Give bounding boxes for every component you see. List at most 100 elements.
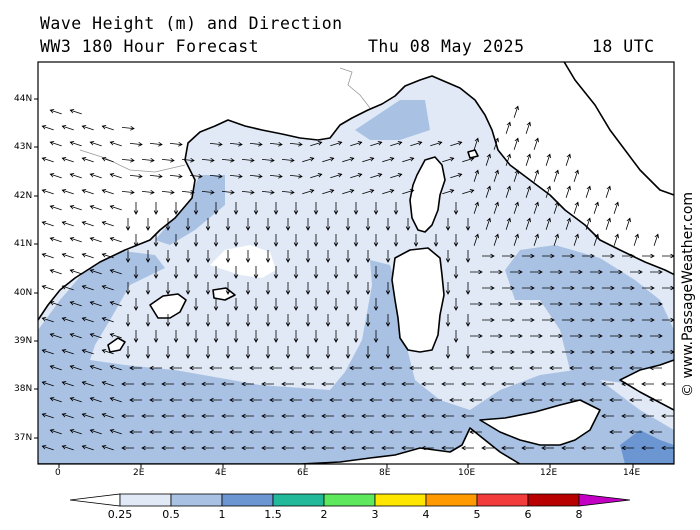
wave-arrow [61, 253, 74, 259]
colorbar-label-5: 5 [473, 508, 481, 521]
wave-arrow [393, 202, 399, 215]
wave-arrow [470, 301, 483, 307]
wave-arrow [510, 301, 523, 307]
wave-arrow [589, 397, 602, 403]
wave-arrow [630, 301, 643, 307]
wave-arrow [389, 365, 402, 371]
calabria-coast [619, 359, 674, 411]
wave-arrow [373, 234, 379, 247]
wave-arrow [209, 429, 222, 435]
wave-arrow [302, 157, 315, 163]
wave-arrow [649, 429, 662, 435]
wave-arrow [41, 381, 54, 387]
wave-arrow [653, 233, 659, 246]
wave-arrow [129, 365, 142, 371]
wave-arrow [325, 218, 331, 231]
wave-arrow [465, 250, 471, 263]
wave-arrow [469, 365, 482, 371]
wave-arrow [209, 173, 223, 179]
wave-arrow [333, 298, 339, 311]
wave-arrow [101, 253, 114, 259]
wave-arrow [101, 221, 114, 227]
wave-arrow [281, 157, 295, 163]
lat-label-37n: 37N [14, 433, 33, 443]
wave-arrow [569, 397, 582, 403]
colorbar-segment-1 [119, 493, 172, 507]
wave-arrow [49, 109, 62, 115]
wave-arrow [429, 397, 442, 403]
wave-arrow [421, 413, 434, 419]
wave-arrow [309, 365, 322, 371]
colorbar-label-1-5: 1.5 [264, 508, 282, 521]
wave-arrow [205, 346, 211, 359]
wave-arrow [101, 381, 114, 387]
wave-arrow [321, 445, 334, 451]
wave-arrow [485, 185, 491, 198]
wave-arrow [449, 429, 462, 435]
wave-arrow [225, 218, 231, 231]
wave-arrow [69, 109, 82, 115]
wave-arrow [109, 333, 122, 339]
wave-arrow [633, 233, 639, 246]
wave-arrow [353, 330, 359, 343]
wave-arrow [530, 301, 543, 307]
wave-arrow [281, 413, 294, 419]
wave-arrow [173, 234, 179, 247]
wave-arrow [601, 413, 614, 419]
wave-arrow [549, 365, 562, 371]
wave-arrow [221, 413, 234, 419]
wave-arrow [613, 201, 619, 214]
wave-arrow [109, 397, 122, 403]
wave-arrow [341, 413, 354, 419]
wave-arrow [482, 253, 495, 259]
wave-arrow [473, 233, 479, 246]
wave-arrow [590, 333, 603, 339]
wave-arrow [61, 349, 74, 355]
wave-arrow [585, 185, 591, 198]
wave-arrow [133, 266, 139, 279]
wave-arrow [489, 365, 502, 371]
wave-arrow [550, 333, 563, 339]
wave-arrow [261, 445, 274, 451]
wave-arrow [370, 173, 383, 179]
wave-arrow [405, 218, 411, 231]
wave-arrow [261, 157, 275, 163]
wave-arrow [573, 233, 579, 246]
wave-arrow [345, 250, 351, 263]
wave-arrow [450, 141, 463, 147]
wave-arrow [350, 173, 363, 179]
wave-arrow [285, 218, 291, 231]
wave-arrow [409, 397, 422, 403]
wave-arrow [610, 333, 623, 339]
wave-arrow [642, 349, 655, 355]
lon-label-0: 0 [55, 468, 61, 478]
colorbar-label-0-25: 0.25 [107, 508, 133, 521]
wave-arrow [345, 218, 351, 231]
wave-arrow [141, 413, 154, 419]
wave-arrow [441, 413, 454, 419]
wave-arrow [353, 202, 359, 215]
wave-arrow [253, 234, 259, 247]
wave-arrow [141, 157, 155, 163]
wave-arrow [61, 381, 74, 387]
colorbar-label-1: 1 [218, 508, 226, 521]
wave-arrow [189, 429, 202, 435]
wave-arrow [253, 202, 259, 215]
wave-arrow [253, 266, 259, 279]
wave-arrow [249, 173, 263, 179]
wave-arrow [273, 266, 279, 279]
wave-arrow [525, 217, 531, 230]
wave-arrow [141, 381, 154, 387]
wave-arrow [81, 253, 94, 259]
wave-arrow [41, 189, 54, 195]
wave-arrow [281, 445, 294, 451]
colorbar-segment-2 [170, 493, 223, 507]
wave-arrow [402, 157, 415, 163]
wave-arrow [125, 218, 131, 231]
wave-arrow [649, 397, 662, 403]
wave-arrow [305, 346, 311, 359]
wave-arrow [249, 141, 263, 147]
wave-arrow [145, 314, 151, 327]
wave-arrow [533, 233, 539, 246]
wave-arrow [181, 189, 195, 195]
